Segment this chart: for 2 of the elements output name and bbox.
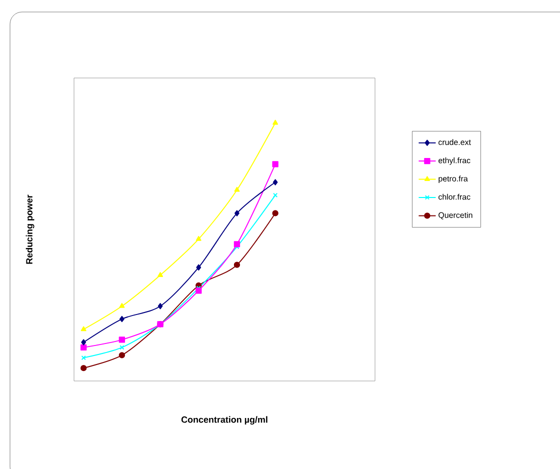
x-axis-title: Concentration µg/ml xyxy=(181,416,268,425)
y-axis-title: Reducing power xyxy=(26,194,34,264)
